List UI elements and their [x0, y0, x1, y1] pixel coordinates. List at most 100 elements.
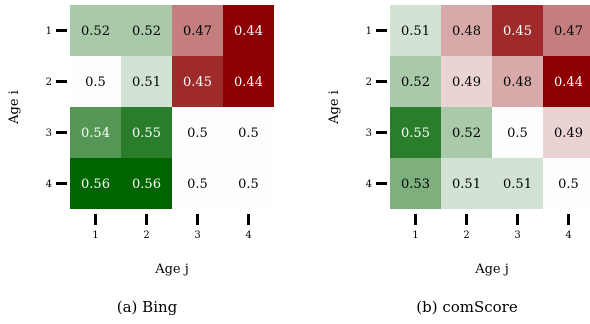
- cell-value-label: 0.47: [183, 24, 212, 39]
- heatmap-cell-bing-r1c2: [121, 5, 172, 56]
- cell-value-label: 0.51: [503, 177, 532, 192]
- y-tick-label: 4: [366, 179, 372, 190]
- x-tick-mark: [196, 214, 199, 225]
- heatmap-cell-bing-r3c4: [223, 107, 274, 158]
- cell-value-label: 0.56: [132, 177, 161, 192]
- x-tick-mark: [567, 214, 570, 225]
- heatmap-cell-comscore-r1c2: [441, 5, 492, 56]
- heatmap-cell-comscore-r2c3: [492, 56, 543, 107]
- cell-value-label: 0.5: [187, 177, 208, 192]
- heatmap-cell-comscore-r1c1: [390, 5, 441, 56]
- x-axis-label: Age j: [154, 262, 189, 277]
- cell-value-label: 0.54: [81, 126, 110, 141]
- subfigure-caption: (a) Bing: [117, 298, 178, 316]
- cell-value-label: 0.56: [81, 177, 110, 192]
- cell-value-label: 0.52: [401, 75, 430, 90]
- heatmap-cell-bing-r1c3: [172, 5, 223, 56]
- heatmap-cell-bing-r3c3: [172, 107, 223, 158]
- cell-value-label: 0.49: [554, 126, 583, 141]
- cell-value-label: 0.5: [85, 75, 106, 90]
- y-axis-label: Age i: [327, 90, 342, 125]
- x-tick-label: 4: [565, 230, 571, 241]
- y-tick-label: 1: [366, 26, 372, 37]
- heatmap-cell-comscore-r3c4: [543, 107, 590, 158]
- x-tick-mark: [94, 214, 97, 225]
- y-tick-mark: [376, 29, 387, 32]
- cell-value-label: 0.53: [401, 177, 430, 192]
- y-tick-label: 3: [366, 128, 372, 139]
- heatmap-cell-bing-r2c1: [70, 56, 121, 107]
- heatmap-cell-bing-r4c1: [70, 158, 121, 209]
- cell-value-label: 0.5: [507, 126, 528, 141]
- y-tick-label: 4: [46, 179, 52, 190]
- y-tick-label: 2: [366, 77, 372, 88]
- x-tick-label: 3: [194, 230, 200, 241]
- heatmap-cell-bing-r4c4: [223, 158, 274, 209]
- y-axis-label: Age i: [7, 90, 22, 125]
- x-tick-label: 4: [245, 230, 251, 241]
- heatmap-cell-comscore-r2c2: [441, 56, 492, 107]
- heatmap-cell-comscore-r3c1: [390, 107, 441, 158]
- heatmap-cell-bing-r3c2: [121, 107, 172, 158]
- cell-value-label: 0.5: [238, 126, 259, 141]
- y-tick-label: 3: [46, 128, 52, 139]
- y-tick-mark: [376, 80, 387, 83]
- x-tick-label: 2: [463, 230, 469, 241]
- x-tick-label: 1: [92, 230, 98, 241]
- y-tick-mark: [56, 182, 67, 185]
- cell-value-label: 0.51: [401, 24, 430, 39]
- cell-value-label: 0.55: [401, 126, 430, 141]
- cell-value-label: 0.5: [187, 126, 208, 141]
- cell-value-label: 0.45: [503, 24, 532, 39]
- cell-value-label: 0.52: [132, 24, 161, 39]
- cell-value-label: 0.5: [558, 177, 579, 192]
- y-tick-label: 2: [46, 77, 52, 88]
- x-tick-label: 3: [514, 230, 520, 241]
- heatmap-cell-comscore-r1c4: [543, 5, 590, 56]
- cell-value-label: 0.45: [183, 75, 212, 90]
- heatmap-cell-comscore-r4c2: [441, 158, 492, 209]
- y-tick-mark: [376, 182, 387, 185]
- y-tick-mark: [56, 29, 67, 32]
- x-tick-label: 1: [412, 230, 418, 241]
- heatmap-cell-comscore-r4c3: [492, 158, 543, 209]
- cell-value-label: 0.44: [234, 24, 263, 39]
- heatmap-cell-comscore-r4c1: [390, 158, 441, 209]
- x-tick-mark: [516, 214, 519, 225]
- heatmap-cell-comscore-r3c2: [441, 107, 492, 158]
- x-tick-mark: [465, 214, 468, 225]
- cell-value-label: 0.44: [234, 75, 263, 90]
- cell-value-label: 0.47: [554, 24, 583, 39]
- heatmap-cell-comscore-r3c3: [492, 107, 543, 158]
- heatmap-cell-bing-r1c1: [70, 5, 121, 56]
- heatmap-cell-comscore-r4c4: [543, 158, 590, 209]
- x-axis-label: Age j: [474, 262, 509, 277]
- y-tick-mark: [376, 131, 387, 134]
- y-tick-mark: [56, 131, 67, 134]
- x-tick-mark: [145, 214, 148, 225]
- cell-value-label: 0.55: [132, 126, 161, 141]
- heatmap-cell-bing-r4c2: [121, 158, 172, 209]
- heatmap-cell-bing-r3c1: [70, 107, 121, 158]
- heatmap-cell-comscore-r1c3: [492, 5, 543, 56]
- cell-value-label: 0.44: [554, 75, 583, 90]
- subfigure-caption: (b) comScore: [416, 298, 518, 316]
- heatmap-cell-bing-r2c3: [172, 56, 223, 107]
- heatmap-cell-bing-r2c2: [121, 56, 172, 107]
- heatmap-cell-bing-r1c4: [223, 5, 274, 56]
- cell-value-label: 0.52: [81, 24, 110, 39]
- heatmap-cell-bing-r4c3: [172, 158, 223, 209]
- y-tick-mark: [56, 80, 67, 83]
- cell-value-label: 0.51: [132, 75, 161, 90]
- y-tick-label: 1: [46, 26, 52, 37]
- heatmap-cell-comscore-r2c4: [543, 56, 590, 107]
- heatmap-cell-bing-r2c4: [223, 56, 274, 107]
- cell-value-label: 0.48: [503, 75, 532, 90]
- cell-value-label: 0.5: [238, 177, 259, 192]
- x-tick-mark: [414, 214, 417, 225]
- heatmap-cell-comscore-r2c1: [390, 56, 441, 107]
- cell-value-label: 0.49: [452, 75, 481, 90]
- cell-value-label: 0.51: [452, 177, 481, 192]
